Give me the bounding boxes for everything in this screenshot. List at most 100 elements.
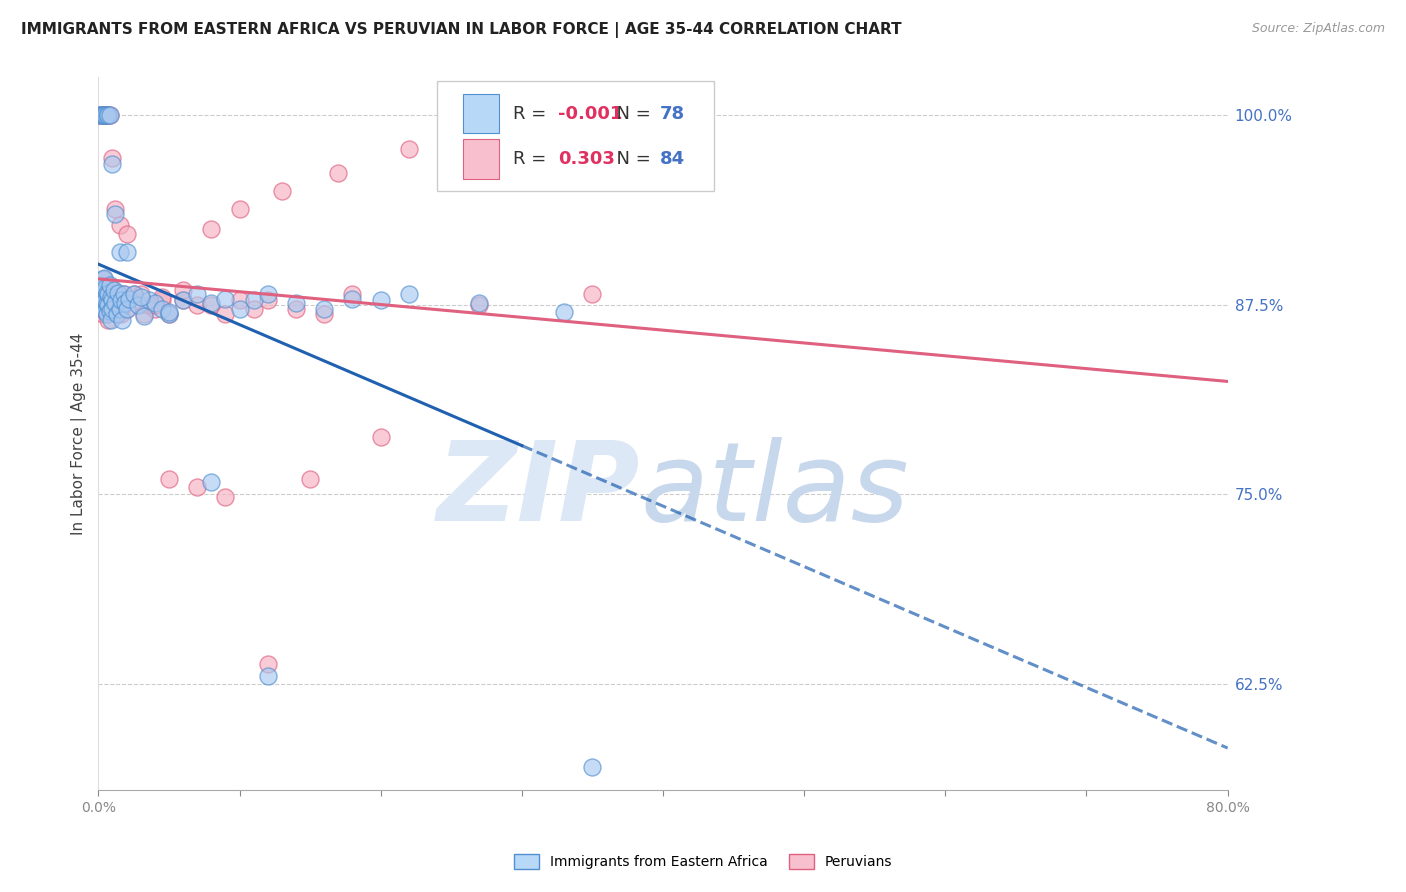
Point: [90, 301, 112, 315]
Point: [108, 218, 131, 232]
Point: [200, 222, 222, 236]
Point: [256, 657, 278, 672]
Point: [138, 293, 160, 308]
Point: [89, 285, 111, 300]
Point: [256, 293, 278, 308]
Point: [94, 281, 117, 295]
Point: [581, 287, 603, 301]
Point: [285, 296, 308, 310]
Point: [90, 278, 112, 293]
Point: [200, 296, 222, 310]
Text: IMMIGRANTS FROM EASTERN AFRICA VS PERUVIAN IN LABOR FORCE | AGE 35-44 CORRELATIO: IMMIGRANTS FROM EASTERN AFRICA VS PERUVI…: [21, 22, 901, 38]
Point: [91, 279, 114, 293]
Point: [112, 287, 135, 301]
Point: [118, 292, 141, 306]
Point: [553, 305, 575, 319]
Point: [172, 293, 194, 308]
Point: [129, 290, 152, 304]
Point: [112, 287, 135, 301]
Point: [100, 290, 122, 304]
Point: [150, 290, 173, 304]
Point: [96, 296, 118, 310]
Point: [89, 290, 111, 304]
Point: [90, 283, 112, 297]
Point: [398, 142, 420, 156]
Point: [105, 307, 128, 321]
Point: [97, 108, 120, 122]
Point: [94, 293, 117, 308]
Point: [94, 285, 117, 299]
Point: [157, 307, 180, 321]
Point: [299, 472, 322, 486]
Point: [90, 292, 112, 306]
Point: [101, 157, 124, 171]
Text: R =: R =: [513, 150, 558, 168]
Point: [101, 302, 124, 317]
Point: [93, 285, 115, 300]
Text: N =: N =: [606, 150, 657, 168]
Point: [186, 480, 208, 494]
Point: [94, 304, 117, 318]
Point: [285, 302, 308, 317]
Point: [96, 108, 118, 122]
Point: [468, 296, 491, 310]
Point: [105, 307, 128, 321]
Point: [94, 108, 117, 122]
Point: [94, 108, 117, 122]
Point: [342, 292, 364, 306]
Point: [91, 289, 114, 303]
Point: [89, 298, 111, 312]
Point: [115, 227, 138, 241]
Point: [108, 244, 131, 259]
Point: [370, 430, 392, 444]
Point: [98, 304, 121, 318]
Point: [97, 278, 120, 293]
Point: [510, 108, 533, 122]
Text: N =: N =: [606, 104, 657, 122]
Point: [89, 108, 111, 122]
Point: [122, 287, 145, 301]
Point: [89, 293, 111, 308]
Point: [101, 293, 124, 308]
Point: [228, 202, 250, 217]
Point: [90, 292, 112, 306]
Point: [104, 207, 127, 221]
Point: [157, 305, 180, 319]
Point: [214, 307, 236, 321]
Point: [104, 296, 127, 310]
Point: [108, 298, 131, 312]
Point: [96, 307, 118, 321]
Point: [96, 296, 118, 310]
Point: [91, 108, 114, 122]
Text: ZIP: ZIP: [437, 437, 640, 544]
Point: [143, 298, 166, 312]
Point: [150, 293, 173, 308]
Point: [115, 302, 138, 317]
FancyBboxPatch shape: [463, 139, 499, 178]
Point: [107, 287, 129, 301]
Point: [93, 108, 115, 122]
Point: [214, 491, 236, 505]
Point: [172, 293, 194, 308]
Point: [97, 108, 120, 122]
Point: [89, 287, 111, 301]
Point: [89, 296, 111, 310]
Text: 84: 84: [659, 150, 685, 168]
Point: [186, 298, 208, 312]
Point: [91, 281, 114, 295]
Point: [103, 292, 125, 306]
Point: [157, 472, 180, 486]
Point: [90, 108, 112, 122]
Point: [104, 296, 127, 310]
Text: R =: R =: [513, 104, 551, 122]
Point: [94, 293, 117, 308]
Point: [89, 108, 111, 122]
Point: [96, 108, 118, 122]
Point: [100, 313, 122, 327]
Point: [398, 287, 420, 301]
Point: [122, 287, 145, 301]
Point: [91, 296, 114, 310]
Point: [242, 293, 264, 308]
Point: [242, 302, 264, 317]
Point: [93, 285, 115, 299]
